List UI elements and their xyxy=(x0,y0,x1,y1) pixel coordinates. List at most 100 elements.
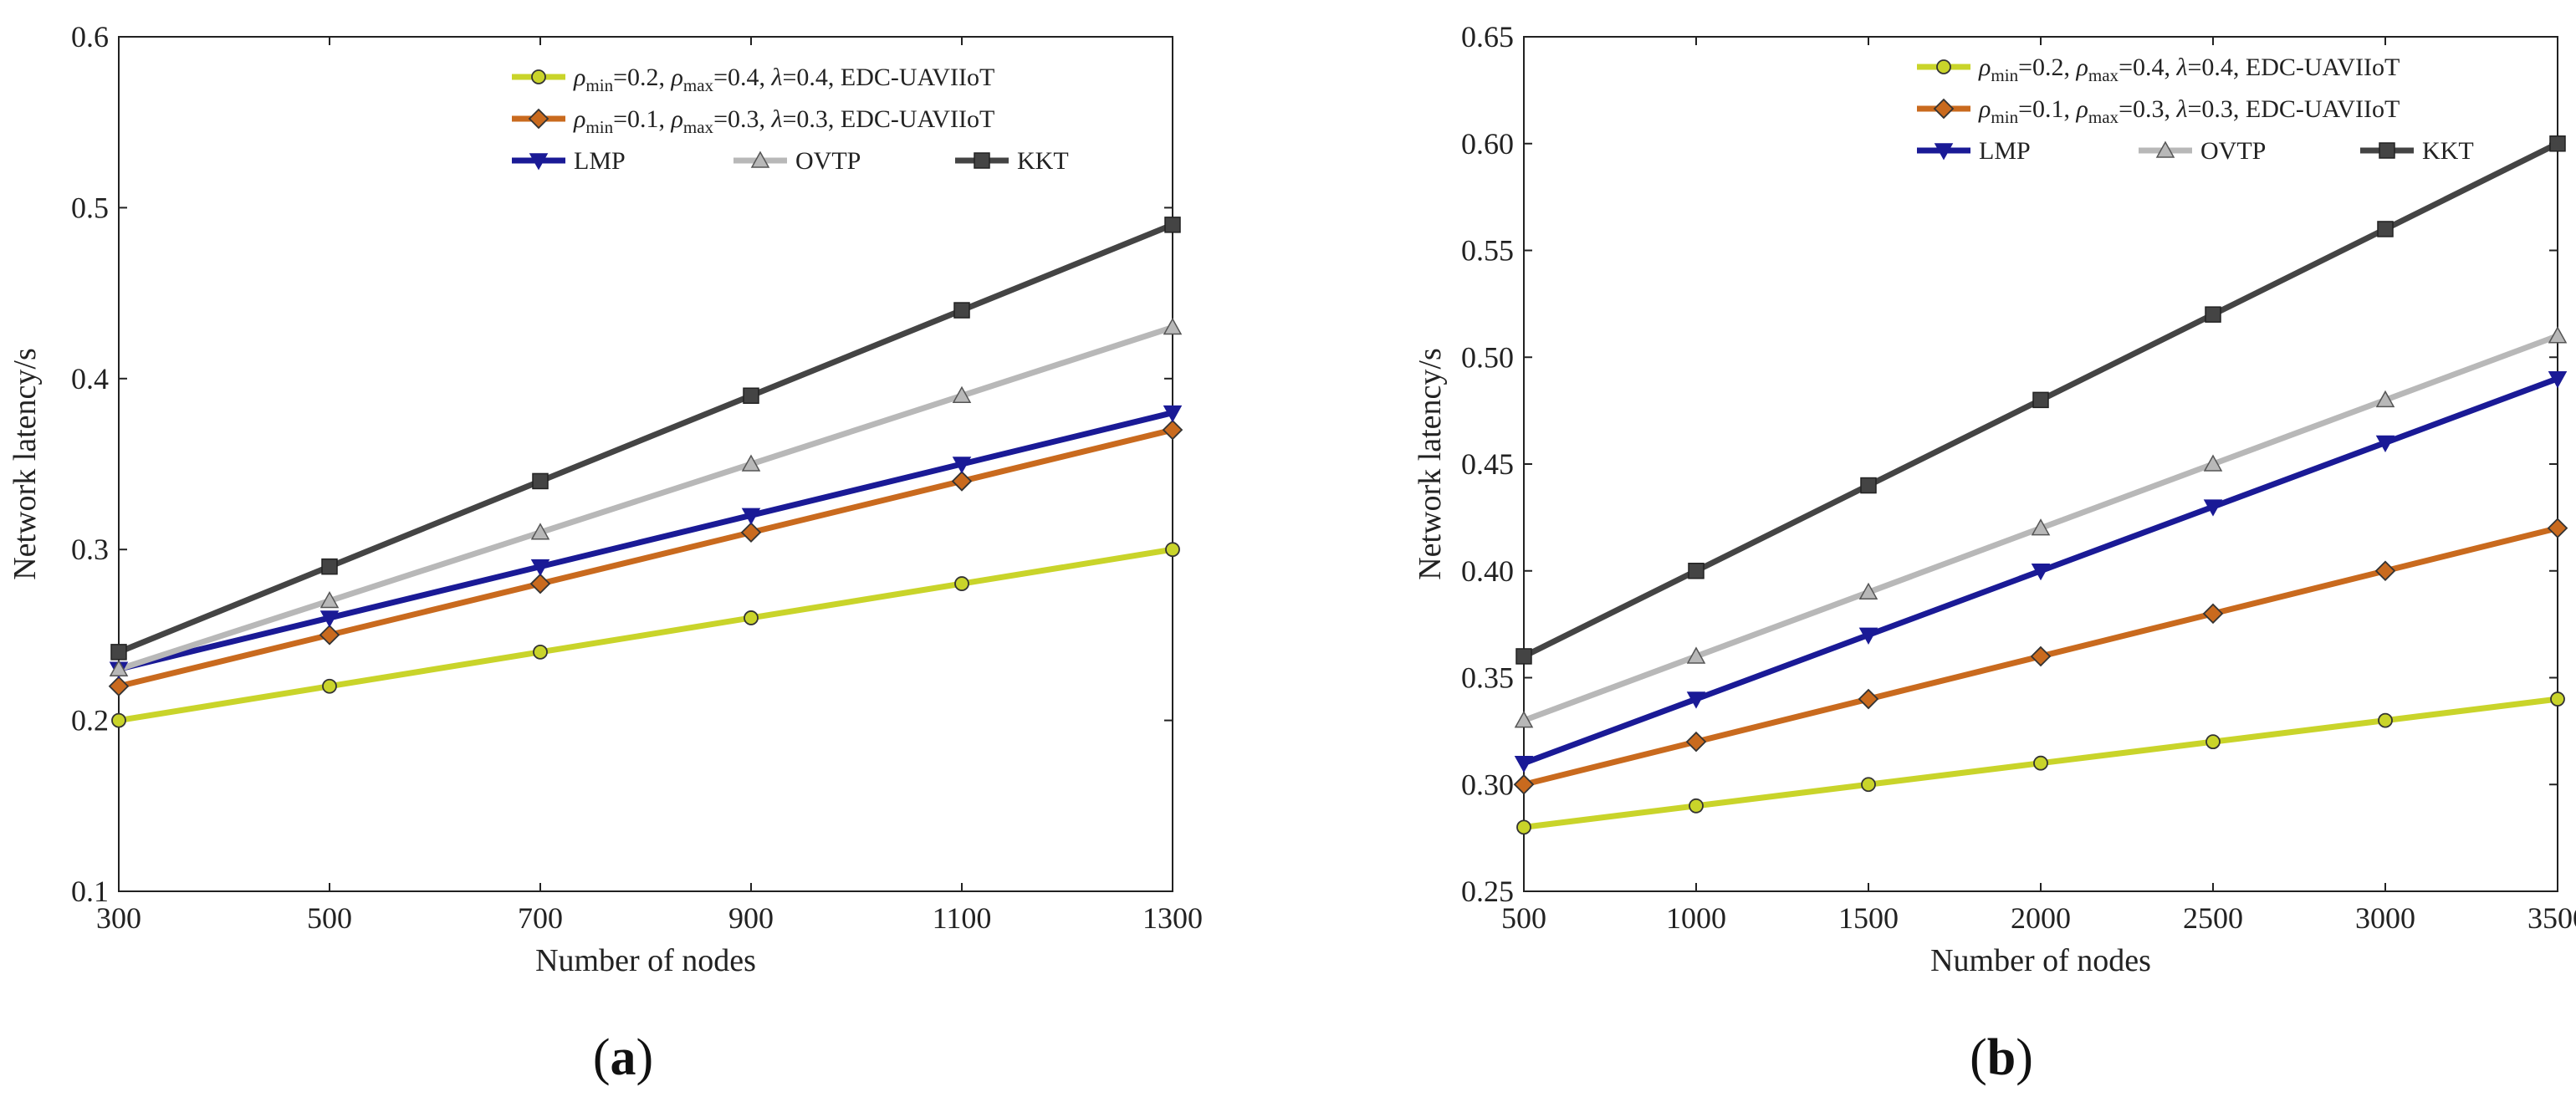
legend-label-rho02: ρmin=0.2, ρmax=0.4, λ=0.4, EDC-UAVIIoT xyxy=(573,64,994,95)
data-point-rho02 xyxy=(1861,777,1876,793)
data-point-rho01 xyxy=(1685,731,1707,753)
data-point-rho01 xyxy=(1513,773,1535,795)
data-point-rho02 xyxy=(2205,734,2221,750)
y-tick-label: 0.4 xyxy=(71,362,109,395)
legend-marker-OVTP xyxy=(750,151,770,168)
data-point-KKT xyxy=(1515,648,1532,665)
legend-method: EDC-UAVIIoT xyxy=(2246,95,2400,123)
data-point-rho01 xyxy=(2374,560,2396,582)
data-point-LMP xyxy=(2548,371,2568,389)
legend-lambda: 0.3 xyxy=(796,105,828,133)
y-tick-label: 0.25 xyxy=(1461,875,1514,908)
legend-method: EDC-UAVIIoT xyxy=(841,105,994,133)
data-point-rho01 xyxy=(1858,688,1879,710)
legend-marker-rho01 xyxy=(528,108,549,130)
x-tick-label: 500 xyxy=(1501,901,1546,935)
legend-rmin: 0.2 xyxy=(2032,54,2064,81)
legend-rmin: 0.1 xyxy=(2032,95,2064,123)
y-axis-label: Network latency/s xyxy=(8,348,43,580)
x-tick-label: 900 xyxy=(728,901,774,935)
legend-marker-KKT xyxy=(2379,142,2395,159)
panel-label-a: (a) xyxy=(593,1029,653,1086)
data-point-KKT xyxy=(321,558,338,575)
legend-marker-OVTP xyxy=(2155,140,2175,158)
y-tick-label: 0.2 xyxy=(71,704,109,737)
data-point-KKT xyxy=(743,387,759,404)
legend-rmin: 0.2 xyxy=(627,64,659,91)
legend-rmax: 0.4 xyxy=(728,64,759,91)
legend-rmin: 0.1 xyxy=(627,105,659,133)
data-point-LMP xyxy=(1858,627,1878,645)
legend-method: EDC-UAVIIoT xyxy=(2246,54,2400,81)
data-point-rho02 xyxy=(2378,712,2393,728)
data-point-LMP xyxy=(952,457,972,474)
data-point-rho02 xyxy=(1516,819,1531,835)
data-point-rho02 xyxy=(744,610,759,625)
data-point-rho01 xyxy=(108,676,130,696)
y-tick-label: 0.1 xyxy=(71,875,109,908)
x-tick-label: 500 xyxy=(307,901,352,935)
x-axis-label: Number of nodes xyxy=(535,943,756,978)
data-point-LMP xyxy=(319,610,340,628)
data-point-KKT xyxy=(2205,306,2221,323)
y-tick-label: 0.40 xyxy=(1461,554,1514,588)
series-line-rho01 xyxy=(118,426,1173,690)
data-point-OVTP xyxy=(2548,326,2568,344)
data-point-rho02 xyxy=(322,678,337,694)
x-tick-label: 300 xyxy=(96,901,141,935)
x-axis-label: Number of nodes xyxy=(1930,943,2151,978)
legend-lambda: 0.4 xyxy=(2201,54,2233,81)
y-tick-label: 0.5 xyxy=(71,191,109,224)
legend-label-LMP: LMP xyxy=(574,147,626,175)
data-point-rho02 xyxy=(1165,542,1180,558)
data-point-OVTP xyxy=(2375,390,2395,408)
data-point-rho01 xyxy=(740,522,762,543)
legend: ρmin=0.2, ρmax=0.4, λ=0.4, EDC-UAVIIoT ρm… xyxy=(512,64,1069,175)
series-line-LMP xyxy=(118,410,1173,672)
series-line-KKT xyxy=(117,222,1174,656)
legend-rmax: 0.3 xyxy=(2133,95,2165,123)
data-point-KKT xyxy=(953,302,970,319)
legend-label-KKT: KKT xyxy=(2422,137,2474,165)
data-point-LMP xyxy=(1514,755,1534,773)
data-point-KKT xyxy=(1688,563,1705,579)
y-axis-label: Network latency/s xyxy=(1413,348,1448,580)
data-point-OVTP xyxy=(319,590,340,609)
data-point-OVTP xyxy=(2203,454,2223,472)
y-tick-label: 0.50 xyxy=(1461,340,1514,374)
x-tick-label: 1100 xyxy=(933,901,992,935)
plot-frame xyxy=(118,36,1173,892)
data-point-OVTP xyxy=(952,385,972,403)
legend-lambda: 0.4 xyxy=(796,64,828,91)
data-point-KKT xyxy=(2032,391,2049,409)
data-point-rho01 xyxy=(2547,518,2568,538)
data-point-rho02 xyxy=(1689,798,1704,814)
y-tick-label: 0.35 xyxy=(1461,661,1514,695)
data-point-OVTP xyxy=(530,523,550,540)
legend-label-rho01: ρmin=0.1, ρmax=0.3, λ=0.3, EDC-UAVIIoT xyxy=(573,105,994,137)
data-point-LMP xyxy=(2031,564,2051,581)
data-point-rho01 xyxy=(319,625,340,645)
series-line-rho02 xyxy=(118,546,1173,724)
data-point-OVTP xyxy=(1858,582,1878,600)
data-point-KKT xyxy=(532,472,549,490)
data-point-rho02 xyxy=(954,576,969,591)
data-point-OVTP xyxy=(2031,518,2051,536)
x-tick-label: 1300 xyxy=(1142,901,1203,935)
data-point-KKT xyxy=(2549,135,2566,152)
data-point-LMP xyxy=(530,559,550,577)
y-tick-label: 0.3 xyxy=(71,533,109,566)
legend-rmax: 0.3 xyxy=(728,105,759,133)
y-tick-label: 0.60 xyxy=(1461,127,1514,161)
legend-marker-KKT xyxy=(974,152,990,169)
legend-label-OVTP: OVTP xyxy=(795,147,861,175)
data-point-rho01 xyxy=(2030,645,2052,667)
data-point-OVTP xyxy=(1686,646,1706,664)
legend-label-rho01: ρmin=0.1, ρmax=0.3, λ=0.3, EDC-UAVIIoT xyxy=(1978,95,2400,127)
data-point-rho02 xyxy=(111,712,126,728)
chart-panel-a: 300 500 700 900 1100 1300 0.1 0.2 0.3 0.4 0.5 0.6 Nu… xyxy=(8,20,1203,978)
data-point-OVTP xyxy=(109,659,129,677)
legend-marker-LMP xyxy=(1934,143,1954,161)
